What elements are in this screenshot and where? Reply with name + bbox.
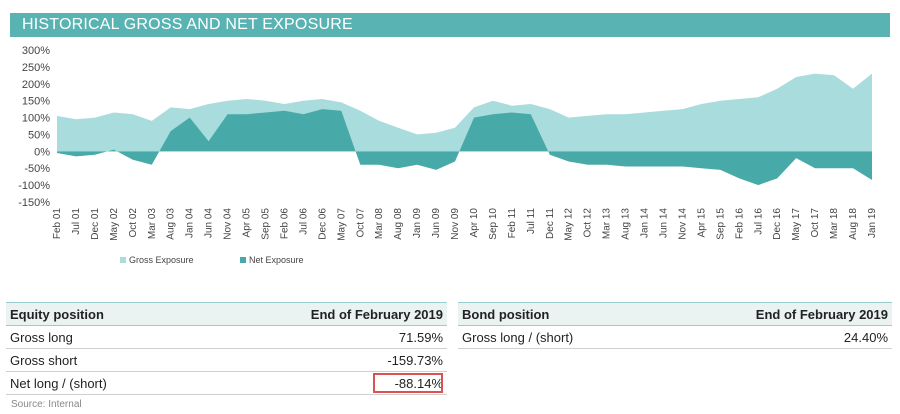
bond-header-row: Bond position End of February 2019 xyxy=(458,302,892,326)
y-tick-label: 50% xyxy=(28,129,50,141)
x-tick-label: Jan 19 xyxy=(867,208,878,238)
x-tick-label: Jul 06 xyxy=(298,208,309,235)
x-tick-label: Dec 11 xyxy=(545,208,556,239)
y-tick-label: -50% xyxy=(24,163,50,175)
y-tick-label: 300% xyxy=(22,45,50,57)
row-value: 24.40% xyxy=(657,325,892,349)
row-value: -159.73% xyxy=(194,348,447,372)
row-value: 71.59% xyxy=(194,325,447,349)
row-label: Net long / (short) xyxy=(6,371,195,395)
x-tick-label: Oct 12 xyxy=(583,208,594,238)
x-tick-label: Jul 11 xyxy=(526,208,537,234)
x-tick-label: Oct 02 xyxy=(128,208,139,238)
x-tick-label: Mar 18 xyxy=(829,208,840,240)
x-tick-label: Oct 17 xyxy=(810,208,821,238)
x-tick-label: Oct 07 xyxy=(355,208,366,238)
x-tick-label: Feb 06 xyxy=(279,208,290,240)
x-tick-label: Nov 09 xyxy=(450,208,461,240)
x-tick-label: Jan 14 xyxy=(640,208,651,238)
x-tick-label: Sep 15 xyxy=(715,208,726,240)
equity-header-label: Equity position xyxy=(6,302,195,326)
x-tick-label: Apr 10 xyxy=(469,208,480,238)
equity-header-row: Equity position End of February 2019 xyxy=(6,302,447,326)
x-tick-label: Feb 11 xyxy=(507,208,518,239)
legend-net-swatch xyxy=(240,257,246,263)
row-label: Gross long / (short) xyxy=(458,325,658,349)
x-tick-label: May 02 xyxy=(109,208,120,241)
table-row: Net long / (short) -88.14% xyxy=(6,371,447,395)
x-tick-label: Sep 10 xyxy=(488,208,499,240)
equity-header-date: End of February 2019 xyxy=(194,302,447,326)
x-tick-label: Aug 18 xyxy=(848,208,859,240)
net-exposure-area xyxy=(57,109,872,186)
x-tick-label: Jun 04 xyxy=(204,208,215,238)
bond-header-label: Bond position xyxy=(458,302,658,326)
table-row: Gross long 71.59% xyxy=(6,325,447,349)
highlight-box xyxy=(373,373,443,393)
x-tick-label: Apr 05 xyxy=(242,208,253,238)
x-tick-label: Mar 08 xyxy=(374,208,385,240)
x-tick-label: Nov 04 xyxy=(223,208,234,240)
x-tick-label: Mar 13 xyxy=(602,208,613,240)
x-tick-label: Dec 06 xyxy=(317,208,328,240)
x-tick-label: Aug 08 xyxy=(393,208,404,240)
x-tick-label: Jul 01 xyxy=(71,208,82,235)
bond-header-date: End of February 2019 xyxy=(657,302,892,326)
row-value: -88.14% xyxy=(194,371,447,395)
x-tick-label: Nov 14 xyxy=(677,208,688,240)
x-tick-label: May 07 xyxy=(336,208,347,241)
y-tick-label: 0% xyxy=(34,146,50,158)
x-tick-label: Feb 01 xyxy=(52,208,63,240)
y-tick-label: 150% xyxy=(22,96,50,108)
x-tick-label: Jul 16 xyxy=(753,208,764,235)
y-tick-label: 250% xyxy=(22,62,50,74)
x-tick-label: Dec 01 xyxy=(90,208,101,240)
x-tick-label: Mar 03 xyxy=(147,208,158,240)
chart-header-bar: HISTORICAL GROSS AND NET EXPOSURE xyxy=(10,13,890,37)
legend-net-label: Net Exposure xyxy=(249,255,304,265)
x-tick-label: Sep 05 xyxy=(260,208,271,240)
legend-gross-swatch xyxy=(120,257,126,263)
x-tick-label: Jun 09 xyxy=(431,208,442,238)
x-tick-label: Aug 13 xyxy=(621,208,632,240)
x-tick-label: Feb 16 xyxy=(734,208,745,240)
table-row: Gross short -159.73% xyxy=(6,348,447,372)
chart-title: HISTORICAL GROSS AND NET EXPOSURE xyxy=(22,16,353,33)
source-note: Source: Internal xyxy=(11,399,82,410)
x-tick-label: May 17 xyxy=(791,208,802,241)
x-tick-label: Aug 03 xyxy=(166,208,177,240)
bond-position-table: Bond position End of February 2019 Gross… xyxy=(458,302,892,349)
y-tick-label: -100% xyxy=(18,180,50,192)
x-tick-label: Jun 14 xyxy=(659,208,670,238)
row-label: Gross long xyxy=(6,325,195,349)
table-row: Gross long / (short) 24.40% xyxy=(458,325,892,349)
x-tick-label: May 12 xyxy=(564,208,575,241)
y-tick-label: -150% xyxy=(18,197,50,209)
x-tick-label: Dec 16 xyxy=(772,208,783,240)
y-tick-label: 100% xyxy=(22,113,50,125)
x-tick-label: Jan 04 xyxy=(185,208,196,238)
x-tick-label: Jan 09 xyxy=(412,208,423,238)
y-tick-label: 200% xyxy=(22,79,50,91)
exposure-chart: 300%250%200%150%100%50%0%-50%-100%-150%F… xyxy=(18,45,878,265)
legend-gross-label: Gross Exposure xyxy=(129,255,194,265)
equity-position-table: Equity position End of February 2019 Gro… xyxy=(6,302,447,395)
x-tick-label: Apr 15 xyxy=(696,208,707,238)
row-label: Gross short xyxy=(6,348,195,372)
